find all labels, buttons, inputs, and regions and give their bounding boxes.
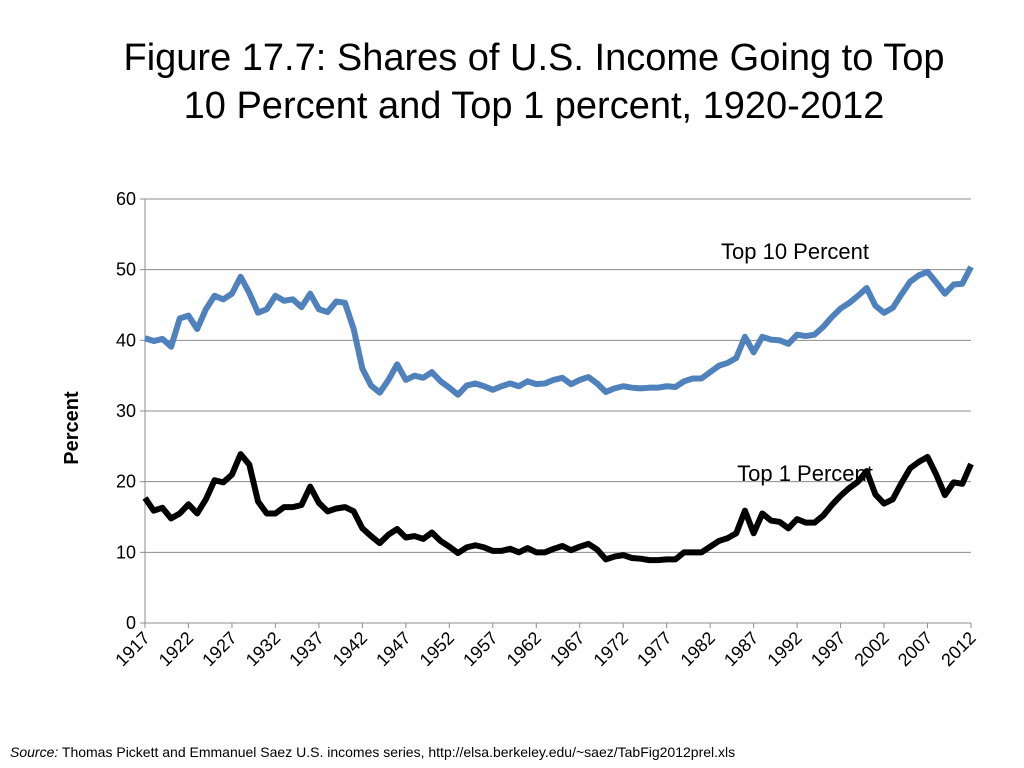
x-tick-label: 1962 [503,628,545,670]
x-tick-label: 1947 [372,628,414,670]
chart-title: Figure 17.7: Shares of U.S. Income Going… [124,37,945,79]
x-tick-label: 1982 [677,628,719,670]
series-line [144,265,974,398]
y-tick-label: 60 [116,189,136,209]
x-tick-label: 1937 [285,628,327,670]
y-axis-label: Percent [61,391,83,465]
source: Source: Thomas Pickett and Emmanuel Saez… [10,744,735,760]
y-tick-label: 10 [116,542,136,562]
y-tick-label: 20 [116,472,136,492]
x-tick-label: 2007 [894,628,936,670]
x-tick-label: 1927 [198,628,240,670]
x-tick-label: 2012 [937,628,979,670]
series-label: Top 1 Percent [737,461,873,486]
chart-title: 10 Percent and Top 1 percent, 1920-2012 [184,85,885,127]
x-tick-label: 1942 [329,628,371,670]
series-label: Top 10 Percent [721,239,869,264]
y-tick-label: 50 [116,260,136,280]
x-tick-label: 1957 [459,628,501,670]
x-tick-label: 1987 [720,628,762,670]
y-tick-label: 30 [116,401,136,421]
x-tick-label: 1997 [807,628,849,670]
x-tick-label: 2002 [850,628,892,670]
series-line [142,451,974,564]
x-tick-label: 1952 [416,628,458,670]
source-label: Source: [10,744,58,760]
x-tick-label: 1992 [763,628,805,670]
y-tick-label: 40 [116,330,136,350]
x-tick-label: 1917 [111,628,153,670]
x-tick-label: 1977 [633,628,675,670]
x-tick-label: 1932 [242,628,284,670]
x-tick-label: 1967 [546,628,588,670]
x-tick-label: 1972 [590,628,632,670]
source-text: Thomas Pickett and Emmanuel Saez U.S. in… [62,744,735,760]
x-tick-label: 1922 [155,628,197,670]
y-tick-label: 0 [126,613,136,633]
